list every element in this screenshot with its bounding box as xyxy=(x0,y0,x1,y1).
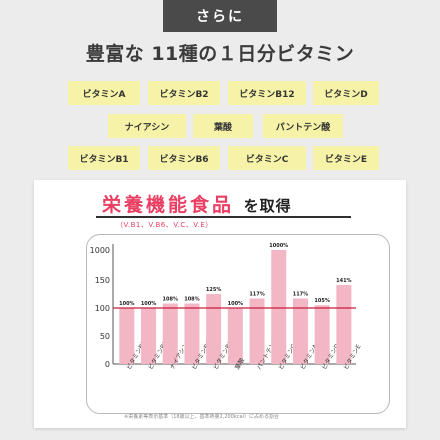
bar xyxy=(249,298,265,364)
bar xyxy=(227,308,243,364)
bar xyxy=(206,294,222,364)
vitamin-chip: ビタミンC xyxy=(228,146,306,170)
vitamin-chip: ビタミンE xyxy=(313,146,379,170)
vitamin-chip: 葉酸 xyxy=(193,114,253,138)
y-tick-label: 0 xyxy=(105,360,110,369)
card-subtitle: （V.B1、V.B6、V.C、V.E） xyxy=(116,221,213,229)
bar-value-label: 141% xyxy=(336,278,351,284)
vitamin-chip: ビタミンB12 xyxy=(228,81,306,105)
bar-chart: 1000150100500100%ビタミンB1100%ビタミンB2108%ナイア… xyxy=(90,243,363,371)
bar-value-label: 100% xyxy=(228,301,243,307)
bar xyxy=(271,250,287,364)
bar-value-label: 105% xyxy=(314,298,329,304)
bar-value-label: 100% xyxy=(119,301,134,307)
bar-value-label: 117% xyxy=(293,291,308,297)
bar xyxy=(141,308,157,364)
bar-value-label: 108% xyxy=(184,297,199,303)
bar xyxy=(162,303,178,364)
y-tick-label: 1000 xyxy=(90,246,110,255)
headline: 豊富な 11種の１日分ビタミン xyxy=(85,43,355,65)
bar xyxy=(314,305,330,364)
bar xyxy=(119,308,135,364)
bar-value-label: 117% xyxy=(249,291,264,297)
y-tick-label: 50 xyxy=(100,332,110,341)
bar-value-label: 125% xyxy=(206,287,221,293)
vitamin-chip: ビタミンD xyxy=(313,81,379,105)
bar-value-label: 100% xyxy=(141,301,156,307)
card-title-main: 栄養機能食品 xyxy=(102,194,235,216)
y-tick-label: 150 xyxy=(95,276,110,285)
vitamin-chip: ビタミンB6 xyxy=(148,146,220,170)
y-tick-label: 100 xyxy=(95,304,110,313)
vitamin-chip: ビタミンB1 xyxy=(68,146,140,170)
bar-value-label: 108% xyxy=(163,297,178,303)
vitamin-chip: ビタミンB2 xyxy=(148,81,220,105)
bar xyxy=(292,298,308,364)
bar-value-label: 1000% xyxy=(269,243,288,249)
chart-frame xyxy=(86,234,390,414)
vitamin-chip: ナイアシン xyxy=(108,114,186,138)
card-title: 栄養機能食品 を取得 xyxy=(102,190,292,217)
bar xyxy=(336,285,352,364)
vitamin-chip: ビタミンA xyxy=(68,81,140,105)
vitamin-chip: パントテン酸 xyxy=(263,114,343,138)
footnote: ※栄養素等表示基準（18歳以上、基準熱量2,200kcal）に占める割合 xyxy=(124,414,279,420)
chart-card: 栄養機能食品 を取得 （V.B1、V.B6、V.C、V.E） 1000 150 10… xyxy=(34,180,406,428)
card-title-suffix: を取得 xyxy=(243,197,292,215)
section-badge: さらに xyxy=(163,0,277,32)
bar xyxy=(184,303,200,364)
title-underline xyxy=(96,216,351,218)
